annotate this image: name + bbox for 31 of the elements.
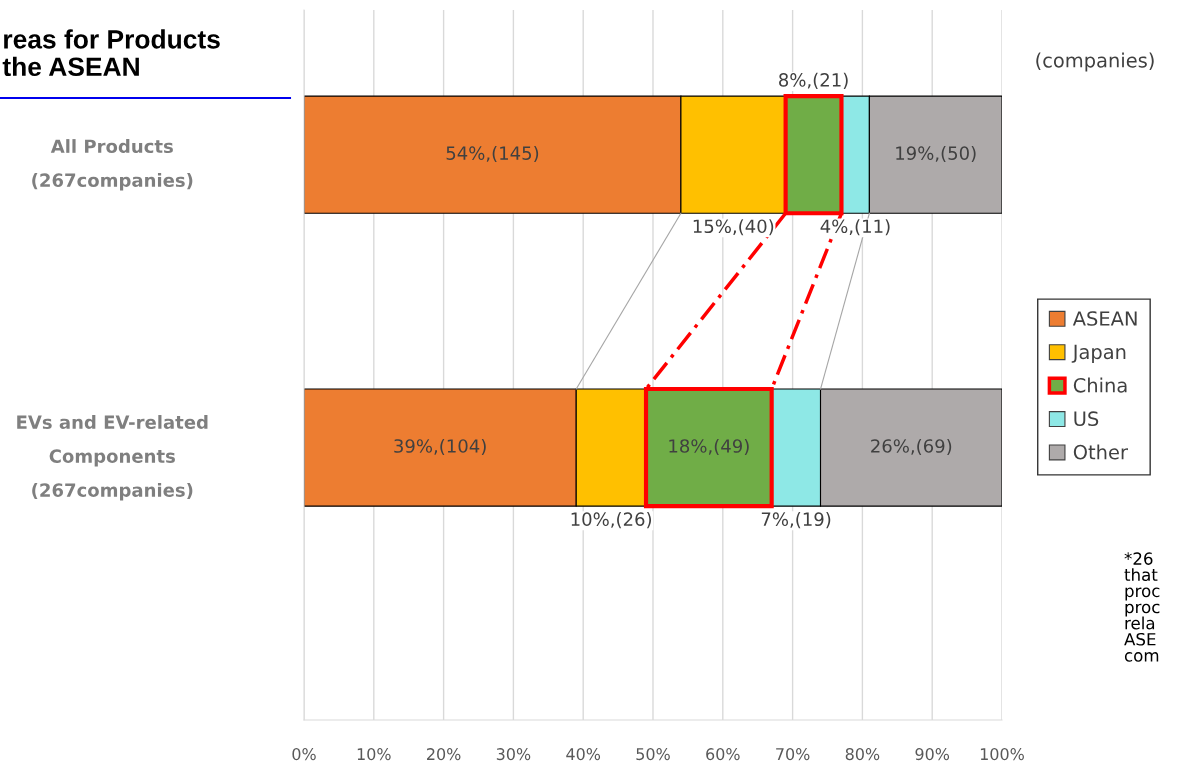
data-label: 4%,(11) xyxy=(820,219,890,236)
legend-label: Japan xyxy=(1071,344,1126,364)
x-tick-label: 90% xyxy=(915,748,950,761)
legend-label: US xyxy=(1074,411,1099,427)
x-tick-label: 50% xyxy=(636,748,670,761)
data-label: 15%,(40) xyxy=(693,219,774,236)
text: *26 that proc proc rela ASE com xyxy=(1124,552,1160,662)
y-tick-label: All Products (267companies) xyxy=(32,139,193,191)
x-tick-label: 10% xyxy=(357,748,391,761)
data-label: 8%,(21) xyxy=(779,72,848,89)
x-tick-label: 80% xyxy=(845,748,880,761)
data-label: 54%,(145) xyxy=(446,145,539,163)
data-label: 10%,(26) xyxy=(571,512,652,529)
x-tick-label: 0% xyxy=(292,748,316,761)
x-tick-label: 30% xyxy=(496,748,531,761)
legend-label: Other xyxy=(1073,444,1128,460)
x-tick-label: 40% xyxy=(566,748,601,761)
text: reas for Products the ASEAN xyxy=(2,29,220,77)
data-label: 7%,(19) xyxy=(761,512,831,529)
data-label: 18%,(49) xyxy=(669,438,749,455)
x-tick-label: 70% xyxy=(776,748,810,761)
legend-label: ASEAN xyxy=(1072,311,1137,326)
data-label: 26%,(69) xyxy=(871,438,952,455)
x-tick-label: 20% xyxy=(427,748,461,761)
data-label: 19%,(50) xyxy=(896,145,976,163)
text: (companies) xyxy=(1036,52,1154,72)
x-tick-label: 60% xyxy=(706,748,740,761)
data-label: 39%,(104) xyxy=(394,438,486,455)
y-tick-label: EVs and EV-related Components (267companies) xyxy=(17,415,208,501)
legend-label: China xyxy=(1073,377,1127,393)
x-tick-label: 100% xyxy=(980,748,1024,761)
